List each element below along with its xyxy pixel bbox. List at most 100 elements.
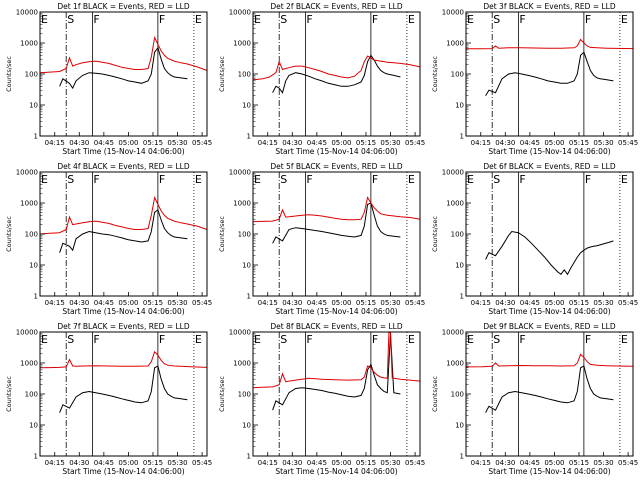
event-marker-label: F [372, 13, 378, 26]
x-tick-label: 04:30 [69, 459, 89, 467]
series-line-lld [39, 195, 208, 235]
event-marker-label: F [159, 173, 165, 186]
event-marker-label: S [280, 333, 287, 346]
event-marker-label: S [493, 333, 500, 346]
event-marker-label: F [585, 333, 591, 346]
x-tick-label: 04:15 [45, 299, 65, 307]
x-tick-label: 05:30 [380, 139, 400, 147]
x-tick-label: 04:15 [45, 459, 65, 467]
event-marker-label: S [280, 173, 287, 186]
x-tick-label: 04:45 [307, 299, 327, 307]
plot-frame [465, 171, 634, 297]
y-tick-label: 10 [455, 422, 464, 430]
x-tick-label: 05:15 [143, 299, 163, 307]
x-tick-label: 04:15 [258, 299, 278, 307]
x-tick-label: 05:00 [118, 459, 138, 467]
x-tick-label: 05:15 [143, 139, 163, 147]
chart-panel-6: Det 6f BLACK = Events, RED = LLD E S F F E 1 10… [431, 162, 638, 316]
event-marker-label: E [41, 13, 48, 26]
x-tick-label: 04:45 [520, 459, 540, 467]
y-tick-label: 10000 [16, 169, 38, 177]
y-tick-label: 100 [238, 231, 251, 239]
x-tick-label: 04:15 [471, 139, 491, 147]
x-tick-label: 05:45 [405, 139, 425, 147]
y-tick-label: 100 [25, 231, 38, 239]
chart-panel-2: Det 2f BLACK = Events, RED = LLD E S F F E 1 10… [218, 2, 425, 156]
y-tick-label: 10 [455, 262, 464, 270]
y-tick-label: 10 [242, 102, 251, 110]
event-marker-label: F [306, 333, 312, 346]
y-tick-label: 100 [238, 391, 251, 399]
series-line-events [59, 209, 188, 253]
x-tick-label: 05:45 [405, 299, 425, 307]
series-line-events [59, 365, 188, 413]
series-line-events [272, 202, 401, 244]
x-tick-label: 04:15 [258, 139, 278, 147]
x-tick-label: 05:00 [544, 459, 564, 467]
series-line-events [485, 365, 614, 413]
y-tick-label: 1000 [233, 360, 251, 368]
x-axis-label: Start Time (15-Nov-14 04:06:00) [62, 147, 184, 156]
y-tick-label: 1 [34, 133, 38, 141]
event-marker-label: E [408, 13, 415, 26]
x-tick-label: 05:45 [192, 299, 212, 307]
chart-title: Det 1f BLACK = Events, RED = LLD [57, 2, 190, 11]
event-marker-label: E [41, 173, 48, 186]
x-tick-label: 04:45 [94, 299, 114, 307]
x-tick-label: 04:30 [282, 459, 302, 467]
y-tick-label: 10000 [442, 169, 464, 177]
x-tick-label: 05:30 [167, 139, 187, 147]
series-line-lld [39, 350, 208, 369]
x-tick-label: 05:00 [331, 299, 351, 307]
x-tick-label: 04:45 [520, 139, 540, 147]
y-axis-label: Counts/sec [5, 216, 13, 252]
x-tick-label: 05:45 [192, 139, 212, 147]
chart-title: Det 6f BLACK = Events, RED = LLD [483, 162, 616, 171]
event-marker-label: E [408, 173, 415, 186]
x-tick-label: 04:15 [45, 139, 65, 147]
series-line-events [272, 333, 401, 411]
y-axis-label: Counts/sec [431, 56, 439, 92]
event-marker-label: F [93, 173, 99, 186]
x-tick-label: 05:15 [143, 459, 163, 467]
event-marker-label: E [195, 333, 202, 346]
x-tick-label: 05:00 [331, 139, 351, 147]
series-line-lld [466, 38, 634, 50]
y-axis-label: Counts/sec [5, 376, 13, 412]
y-tick-label: 10000 [442, 9, 464, 17]
y-tick-label: 1000 [446, 40, 464, 48]
x-tick-label: 05:45 [618, 459, 638, 467]
chart-title: Det 5f BLACK = Events, RED = LLD [270, 162, 403, 171]
event-marker-label: E [621, 333, 628, 346]
event-marker-label: E [195, 173, 202, 186]
y-tick-label: 1000 [446, 200, 464, 208]
x-tick-label: 04:30 [282, 139, 302, 147]
event-marker-label: E [254, 333, 261, 346]
series-line-lld [465, 353, 634, 368]
x-tick-label: 05:30 [380, 459, 400, 467]
event-marker-label: E [41, 333, 48, 346]
plot-frame [252, 11, 421, 137]
y-axis-label: Counts/sec [218, 216, 226, 252]
plot-frame [465, 331, 634, 457]
x-tick-label: 04:15 [258, 459, 278, 467]
x-tick-label: 05:15 [356, 299, 376, 307]
series-line-lld [39, 35, 208, 74]
x-tick-label: 05:30 [593, 139, 613, 147]
x-tick-label: 04:45 [94, 459, 114, 467]
y-tick-label: 1000 [20, 40, 38, 48]
plot-frame [39, 11, 208, 137]
chart-title: Det 4f BLACK = Events, RED = LLD [57, 162, 190, 171]
y-tick-label: 10000 [442, 329, 464, 337]
y-tick-label: 1000 [233, 40, 251, 48]
y-tick-label: 100 [238, 71, 251, 79]
event-marker-label: E [408, 333, 415, 346]
event-marker-label: E [254, 173, 261, 186]
y-tick-label: 10000 [229, 329, 251, 337]
x-tick-label: 04:45 [307, 139, 327, 147]
y-tick-label: 1 [460, 293, 464, 301]
y-tick-label: 10 [242, 422, 251, 430]
y-tick-label: 1000 [233, 200, 251, 208]
event-marker-label: E [467, 13, 474, 26]
x-axis-label: Start Time (15-Nov-14 04:06:00) [275, 307, 397, 316]
